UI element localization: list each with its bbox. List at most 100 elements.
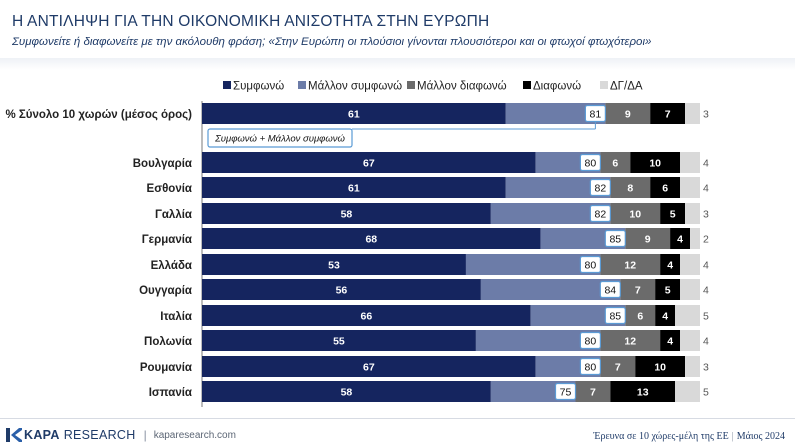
- bar-segment: [680, 152, 700, 173]
- value-label: 12: [624, 336, 636, 348]
- legend-label-3: Διαφωνώ: [533, 81, 581, 93]
- value-label: 5: [703, 311, 709, 323]
- total-value: 80: [585, 158, 597, 170]
- bar-segment: [480, 279, 621, 300]
- total-value: 82: [595, 183, 607, 195]
- value-label: 53: [328, 260, 340, 272]
- bar-segment: [505, 103, 606, 124]
- kapa-k-icon: [6, 428, 22, 442]
- bar-segment: [630, 152, 681, 173]
- total-value: 81: [590, 109, 602, 121]
- category-label: Γερμανία: [142, 234, 192, 246]
- total-value: 80: [585, 362, 597, 374]
- bar-segment: [690, 228, 700, 249]
- header-band: [0, 58, 795, 70]
- value-label: 5: [665, 285, 671, 297]
- bar-segment: [202, 103, 506, 124]
- bar-segment: [680, 279, 700, 300]
- total-box: [554, 382, 577, 401]
- bar-segment: [605, 103, 651, 124]
- bar-segment: [540, 228, 626, 249]
- value-label: 9: [625, 109, 631, 121]
- total-box: [589, 178, 611, 197]
- survey-note: Έρευνα σε 10 χώρες-μέλη της ΕΕ | Μάιος 202…: [594, 431, 785, 442]
- value-label: 10: [654, 362, 666, 374]
- total-box: [604, 306, 626, 325]
- bar-segment: [620, 279, 656, 300]
- total-value: 80: [585, 336, 597, 348]
- bar-segment: [600, 152, 631, 173]
- value-label: 6: [637, 311, 643, 323]
- legend-label-1: Μάλλον συμφωνώ: [308, 81, 402, 93]
- bar-segment: [655, 279, 681, 300]
- bar-segment: [625, 305, 656, 326]
- total-box: [589, 204, 611, 223]
- value-label: 7: [665, 109, 671, 121]
- callout-box: [207, 128, 353, 148]
- bar-segment: [465, 254, 601, 275]
- footer-divider: [0, 418, 795, 419]
- website-link[interactable]: kaparesearch.com: [153, 429, 236, 441]
- category-label: Ιταλία: [160, 311, 192, 323]
- value-label: 7: [635, 285, 641, 297]
- legend-swatch-4: [600, 81, 608, 89]
- value-label: 4: [703, 183, 709, 195]
- chart-title: Η ΑΝΤΙΛΗΨΗ ΓΙΑ ΤΗΝ ΟΙΚΟΝΟΜΙΚΗ ΑΝΙΣΟΤΗΤΑ …: [12, 13, 490, 30]
- bar-segment: [650, 103, 686, 124]
- bar-segment: [202, 381, 491, 402]
- value-label: 9: [645, 234, 651, 246]
- kapa-research-logo: KAPA RESEARCH | kaparesearch.com: [6, 428, 236, 442]
- bar-segment: [202, 152, 536, 173]
- stacked-bar-chart: Συμφωνώ Μάλλον συμφωνώ Μάλλον διαφωνώ Διαφω…: [5, 81, 709, 407]
- bar-segment: [202, 228, 541, 249]
- value-label: 4: [677, 234, 683, 246]
- value-label: 5: [703, 387, 709, 399]
- bar-segment: [202, 254, 466, 275]
- bar-segment: [600, 330, 661, 351]
- legend-label-4: ΔΓ/ΔΑ: [610, 81, 643, 93]
- value-label: 12: [624, 260, 636, 272]
- value-label: 61: [348, 183, 360, 195]
- bar-segment: [660, 254, 681, 275]
- category-label: Βουλγαρία: [133, 158, 192, 170]
- category-label: Εσθονία: [147, 183, 192, 195]
- total-value: 84: [604, 285, 616, 297]
- legend-label-0: Συμφωνώ: [233, 81, 284, 93]
- bar-segment: [202, 356, 536, 377]
- value-label: 4: [703, 158, 709, 170]
- chart-subtitle: Συμφωνείτε ή διαφωνείτε με την ακόλουθη …: [12, 36, 652, 48]
- legend-swatch-2: [407, 81, 415, 89]
- total-value: 82: [595, 209, 607, 221]
- value-label: 2: [703, 234, 709, 246]
- bar-segment: [680, 177, 700, 198]
- bar-segment: [685, 203, 700, 224]
- bar-segment: [610, 203, 661, 224]
- value-label: 56: [336, 285, 348, 297]
- value-label: 58: [341, 209, 353, 221]
- value-label: 10: [629, 209, 641, 221]
- total-box: [579, 331, 602, 350]
- bar-segment: [490, 381, 576, 402]
- value-label: 58: [341, 387, 353, 399]
- legend-swatch-1: [298, 81, 306, 89]
- bar-segment: [685, 356, 700, 377]
- brand-separator: |: [143, 428, 147, 442]
- value-label: 67: [363, 158, 375, 170]
- category-label: Ελλάδα: [151, 260, 192, 272]
- value-label: 55: [333, 336, 345, 348]
- bar-segment: [600, 356, 636, 377]
- value-label: 7: [590, 387, 596, 399]
- value-label: 3: [703, 209, 709, 221]
- legend-label-2: Μάλλον διαφωνώ: [417, 81, 507, 93]
- bar-segment: [202, 305, 531, 326]
- bar-segment: [202, 330, 476, 351]
- value-label: 10: [649, 158, 661, 170]
- value-label: 13: [637, 387, 649, 399]
- total-value: 85: [609, 234, 621, 246]
- category-label: Ρουμανία: [140, 362, 192, 374]
- value-label: 3: [703, 109, 709, 121]
- category-label: Ουγγαρία: [139, 285, 192, 297]
- legend-swatch-0: [223, 81, 231, 89]
- bar-segment: [660, 203, 686, 224]
- bar-segment: [575, 381, 611, 402]
